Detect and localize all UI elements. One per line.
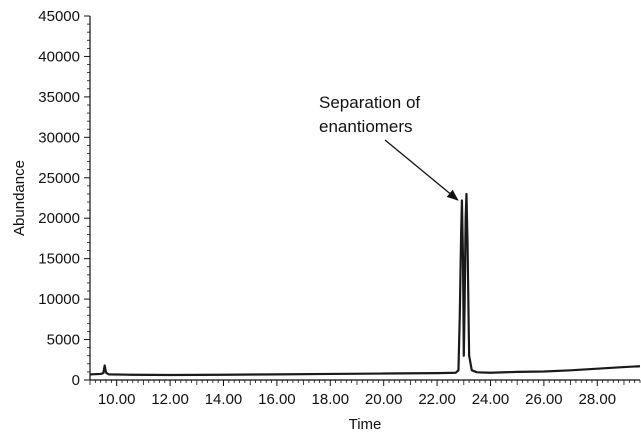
series-line-0: [89, 192, 641, 377]
annotation-text-line: Separation of: [319, 93, 420, 112]
y-tick-label: 20000: [38, 210, 80, 227]
y-axis: 0 5000 10000 15000 20000 25000 30000 35000 40000…: [38, 8, 91, 389]
annotation-text-line: enantiomers: [319, 117, 413, 136]
y-axis-title: Abundance: [11, 160, 28, 236]
y-tick-label: 35000: [38, 89, 80, 106]
x-tick-label: 16.00: [258, 391, 296, 408]
y-tick-label: 10000: [38, 291, 80, 308]
annotation-layer: Separation of enantiomers: [319, 93, 459, 201]
x-tick-label: 12.00: [151, 391, 189, 408]
x-tick-label: 22.00: [418, 391, 456, 408]
x-tick-label: 28.00: [579, 391, 617, 408]
x-tick-label: 14.00: [205, 391, 243, 408]
x-tick-label: 20.00: [365, 391, 403, 408]
y-tick-label: 25000: [38, 170, 80, 187]
y-tick-label: 5000: [47, 332, 80, 349]
y-tick-label: 40000: [38, 48, 80, 65]
x-axis-title: Time: [349, 416, 382, 433]
x-axis: 10.00 12.00 14.00 16.00 18.00 20.00 22.00 24.00…: [89, 379, 641, 408]
y-tick-label: 0: [72, 372, 80, 389]
y-tick-label: 15000: [38, 251, 80, 268]
series-layer: [89, 192, 641, 377]
x-tick-label: 18.00: [312, 391, 350, 408]
y-tick-label: 30000: [38, 129, 80, 146]
x-tick-label: 10.00: [98, 391, 136, 408]
y-tick-label: 45000: [38, 8, 80, 25]
annotation-arrow: [384, 139, 459, 201]
x-tick-label: 24.00: [472, 391, 510, 408]
x-tick-label: 26.00: [525, 391, 563, 408]
